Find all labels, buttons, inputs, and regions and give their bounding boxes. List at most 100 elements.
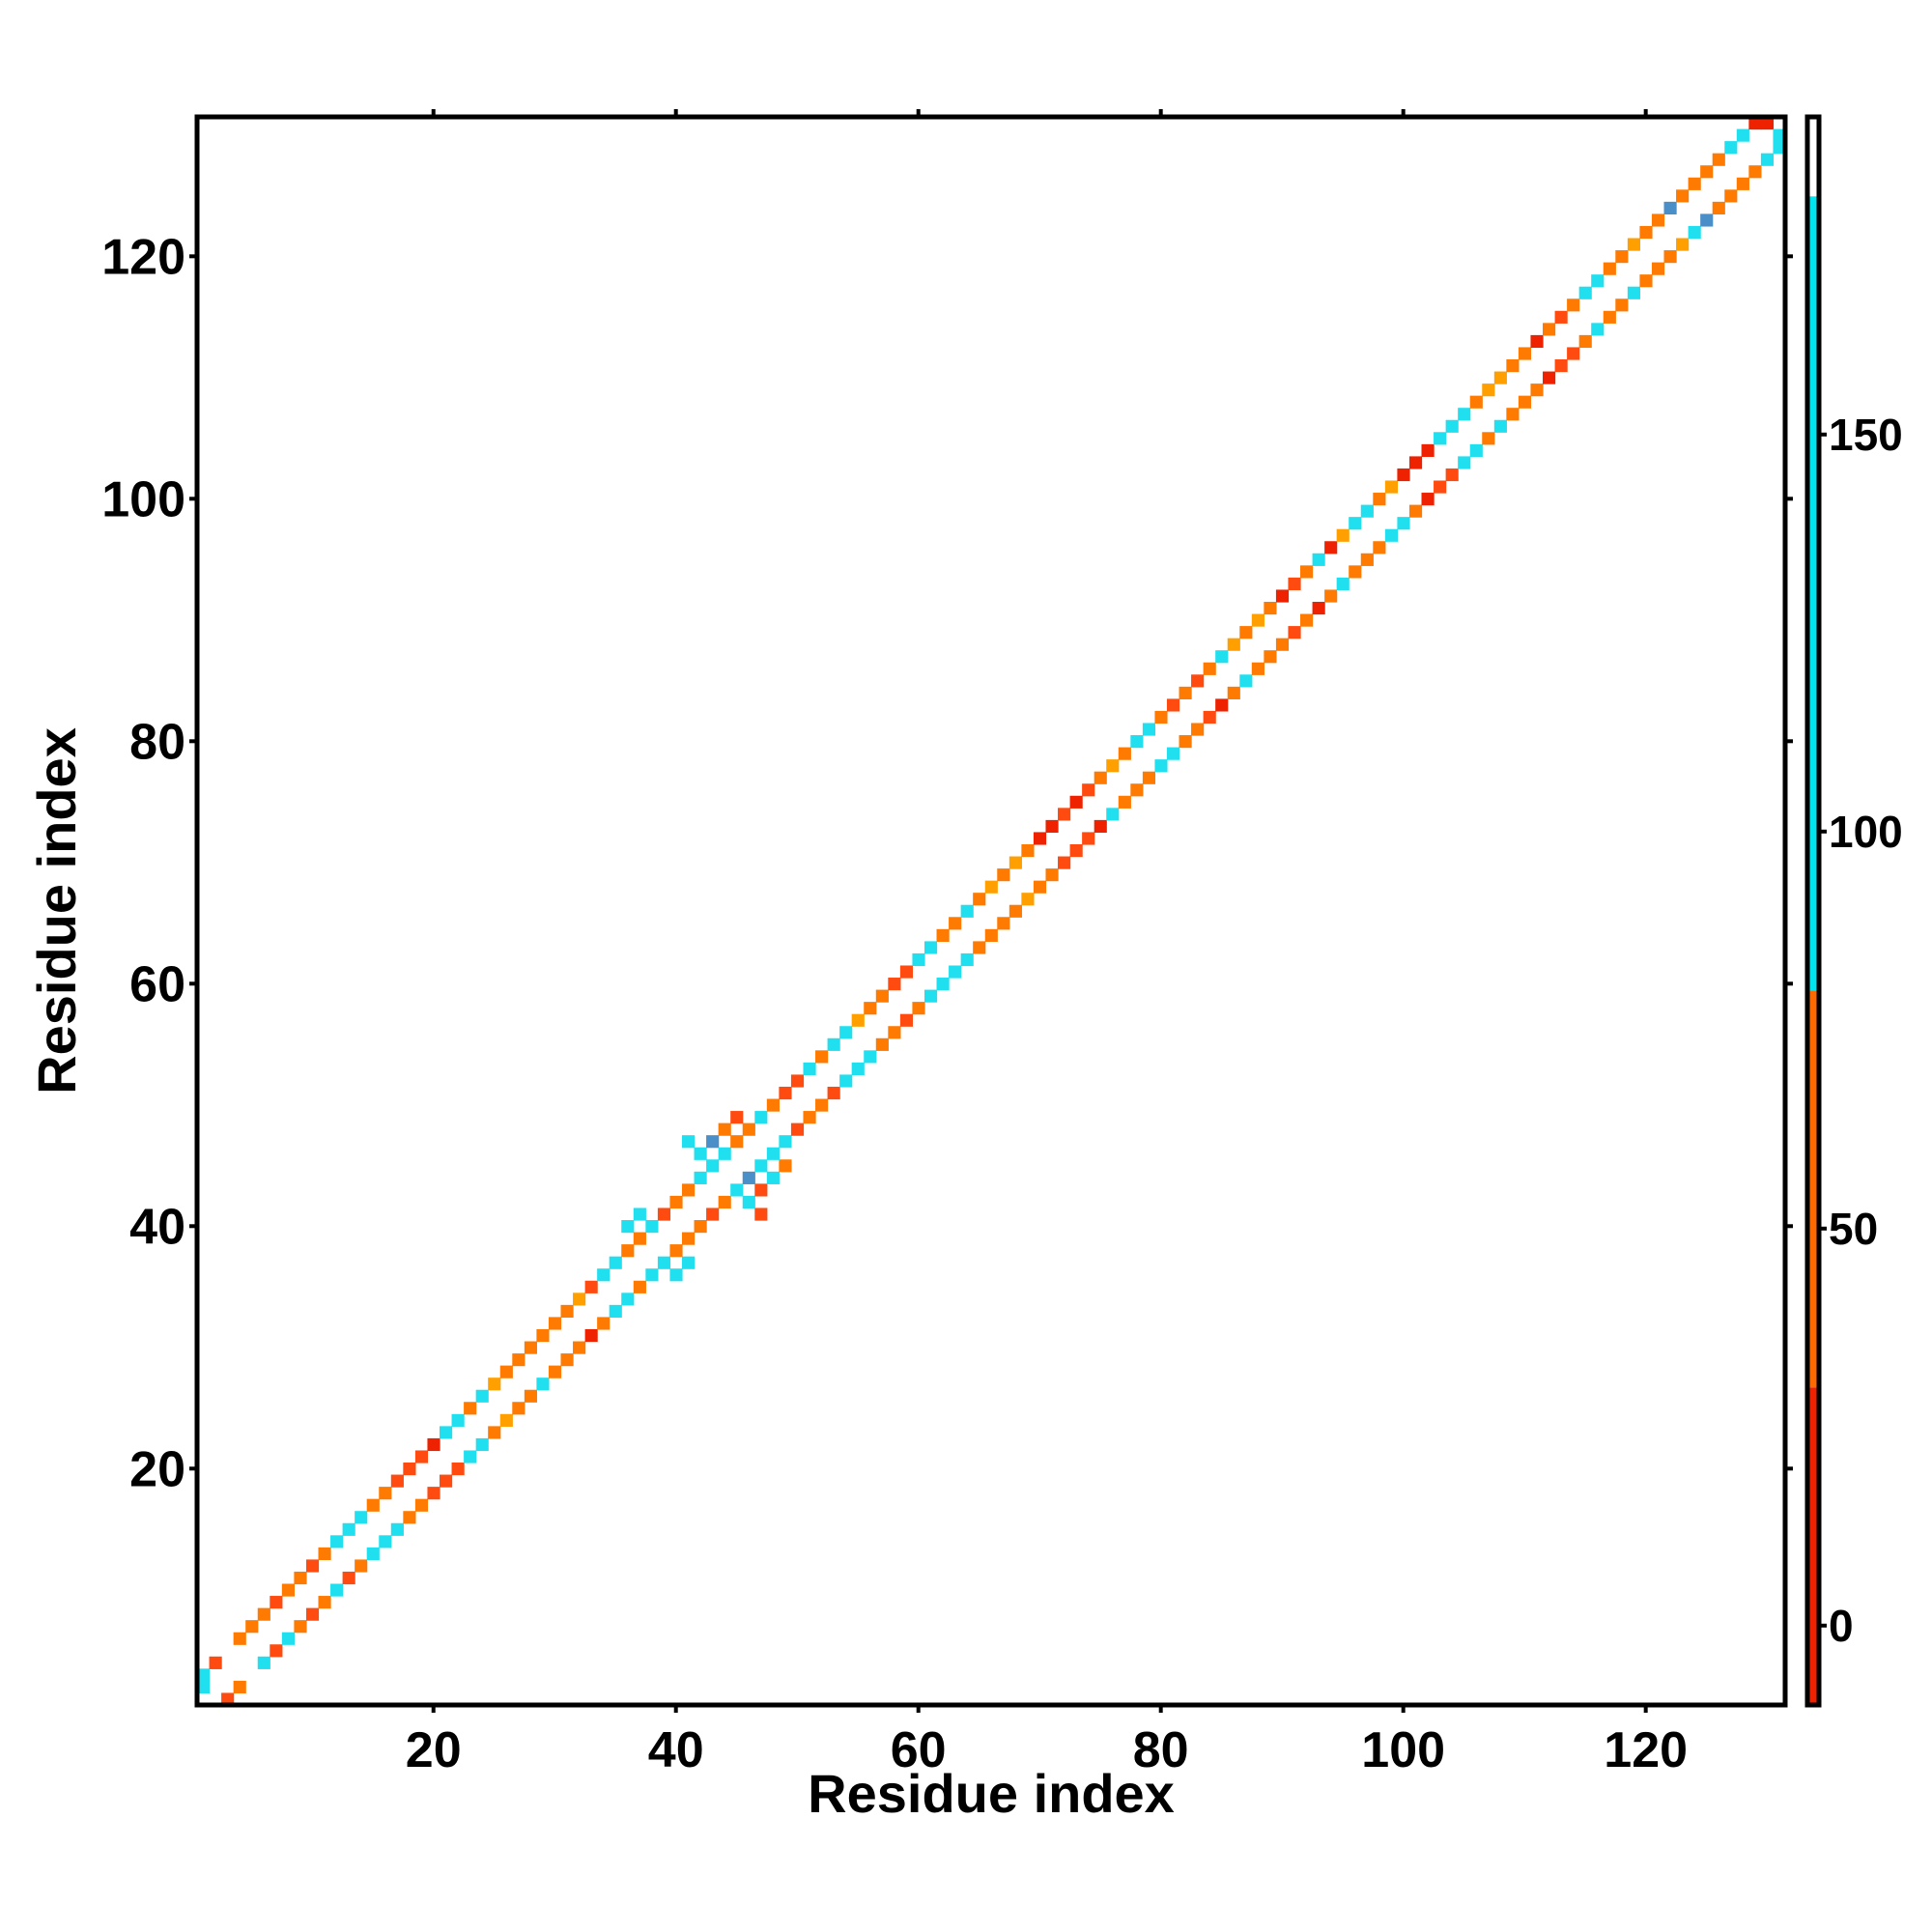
heatmap-cell xyxy=(1773,128,1786,142)
y-tick-label: 60 xyxy=(129,956,185,1012)
heatmap-cell xyxy=(949,965,962,979)
heatmap-cell xyxy=(233,1632,246,1645)
heatmap-cell xyxy=(281,1583,295,1597)
heatmap-cell xyxy=(197,1680,211,1694)
heatmap-cell xyxy=(1045,868,1059,882)
heatmap-cell xyxy=(645,1220,659,1234)
heatmap-cell xyxy=(1724,189,1738,203)
heatmap-cell xyxy=(414,1498,429,1512)
heatmap-cell xyxy=(524,1389,537,1403)
heatmap-cell xyxy=(815,1098,829,1112)
heatmap-cell xyxy=(1651,262,1665,275)
heatmap-cell xyxy=(718,1195,731,1209)
heatmap-cell xyxy=(197,1668,211,1682)
heatmap-cell xyxy=(1458,408,1471,421)
colorbar-tick-label: 150 xyxy=(1829,410,1903,460)
heatmap-cell xyxy=(1663,201,1677,214)
heatmap-cell xyxy=(1069,795,1083,809)
heatmap-cell xyxy=(803,1062,816,1076)
heatmap-cell xyxy=(536,1328,550,1343)
heatmap-cell xyxy=(1700,165,1714,179)
heatmap-cell xyxy=(1493,419,1507,433)
x-axis-ticks: 20 40 60 80 100 120 xyxy=(406,109,1688,1778)
heatmap-cell xyxy=(305,1559,320,1573)
heatmap-cell xyxy=(1676,189,1690,203)
heatmap-cell xyxy=(499,1413,513,1427)
heatmap-cell xyxy=(706,1135,720,1149)
heatmap-cell xyxy=(366,1498,380,1512)
heatmap-cell xyxy=(936,928,950,942)
heatmap-cell xyxy=(1312,553,1325,566)
y-tick-label: 120 xyxy=(101,229,185,285)
heatmap-cell xyxy=(548,1365,562,1378)
heatmap-cell xyxy=(1421,443,1435,457)
heatmap-cell xyxy=(1058,856,1071,869)
heatmap-cell xyxy=(1518,347,1532,360)
heatmap-cell xyxy=(1227,686,1240,699)
heatmap-cell xyxy=(1142,771,1156,784)
heatmap-cell xyxy=(1408,456,1423,469)
heatmap-cell xyxy=(1373,493,1386,506)
heatmap-cell xyxy=(1349,565,1362,579)
heatmap-cell xyxy=(960,904,974,918)
heatmap-cell xyxy=(1434,480,1447,494)
colorbar-band xyxy=(1807,117,1819,197)
heatmap-cell xyxy=(621,1244,635,1258)
heatmap-cell xyxy=(464,1450,477,1463)
heatmap-cell xyxy=(657,1208,671,1221)
heatmap-cell xyxy=(1118,795,1131,809)
heatmap-cell xyxy=(1554,358,1568,373)
heatmap-cell xyxy=(1191,674,1205,688)
heatmap-cell xyxy=(427,1437,440,1452)
heatmap-cell xyxy=(790,1074,805,1088)
heatmap-cell xyxy=(851,1062,865,1076)
heatmap-cell xyxy=(766,1147,780,1160)
heatmap-cell xyxy=(355,1559,368,1573)
heatmap-cell xyxy=(403,1511,416,1524)
heatmap-cell xyxy=(1603,262,1616,275)
x-tick-label: 80 xyxy=(1133,1722,1189,1778)
heatmap-cell xyxy=(1421,493,1435,506)
heatmap-cell xyxy=(1118,747,1131,760)
heatmap-cell xyxy=(233,1680,246,1694)
heatmap-cell xyxy=(330,1535,344,1548)
y-axis-label: Residue index xyxy=(26,727,87,1094)
heatmap-cell xyxy=(1275,638,1290,651)
heatmap-cell xyxy=(1227,638,1240,651)
heatmap-cell xyxy=(730,1183,744,1197)
heatmap-cell xyxy=(1033,880,1047,894)
heatmap-cell xyxy=(1288,577,1301,591)
heatmap-cell xyxy=(1543,323,1556,336)
heatmap-cell xyxy=(1567,298,1580,312)
heatmap-cell xyxy=(414,1450,429,1463)
heatmap-cell xyxy=(1469,443,1483,457)
heatmap-cell xyxy=(1554,310,1568,324)
heatmap-cell xyxy=(609,1304,622,1319)
heatmap-cell xyxy=(742,1195,755,1209)
heatmap-cell xyxy=(1009,856,1022,869)
heatmap-cell xyxy=(718,1147,731,1160)
heatmap-cell xyxy=(681,1232,696,1245)
heatmap-cell xyxy=(1021,893,1035,906)
heatmap-cell xyxy=(1251,662,1264,675)
heatmap-cell xyxy=(1482,432,1495,445)
heatmap-cell xyxy=(1591,274,1605,288)
heatmap-cell xyxy=(318,1596,331,1609)
heatmap-cell xyxy=(1336,528,1350,542)
heatmap-cell xyxy=(839,1074,853,1088)
heatmap-cell xyxy=(1760,117,1775,130)
heatmap-cell xyxy=(1384,480,1399,494)
heatmap-cell xyxy=(1349,517,1362,530)
heatmap-cell xyxy=(1033,832,1047,845)
heatmap-cell xyxy=(536,1378,550,1391)
heatmap-cell xyxy=(888,1026,901,1039)
heatmap-cell xyxy=(1082,783,1095,797)
colorbar-tick-label: 0 xyxy=(1829,1601,1854,1651)
heatmap-cell xyxy=(681,1135,696,1149)
heatmap-cell xyxy=(294,1620,307,1634)
heatmap-cell xyxy=(766,1171,780,1184)
heatmap-cell xyxy=(1760,153,1775,166)
heatmap-cell xyxy=(827,1086,840,1100)
colorbar-ticks: 0 50 100 150 xyxy=(1819,410,1903,1651)
heatmap-cell xyxy=(584,1328,598,1343)
